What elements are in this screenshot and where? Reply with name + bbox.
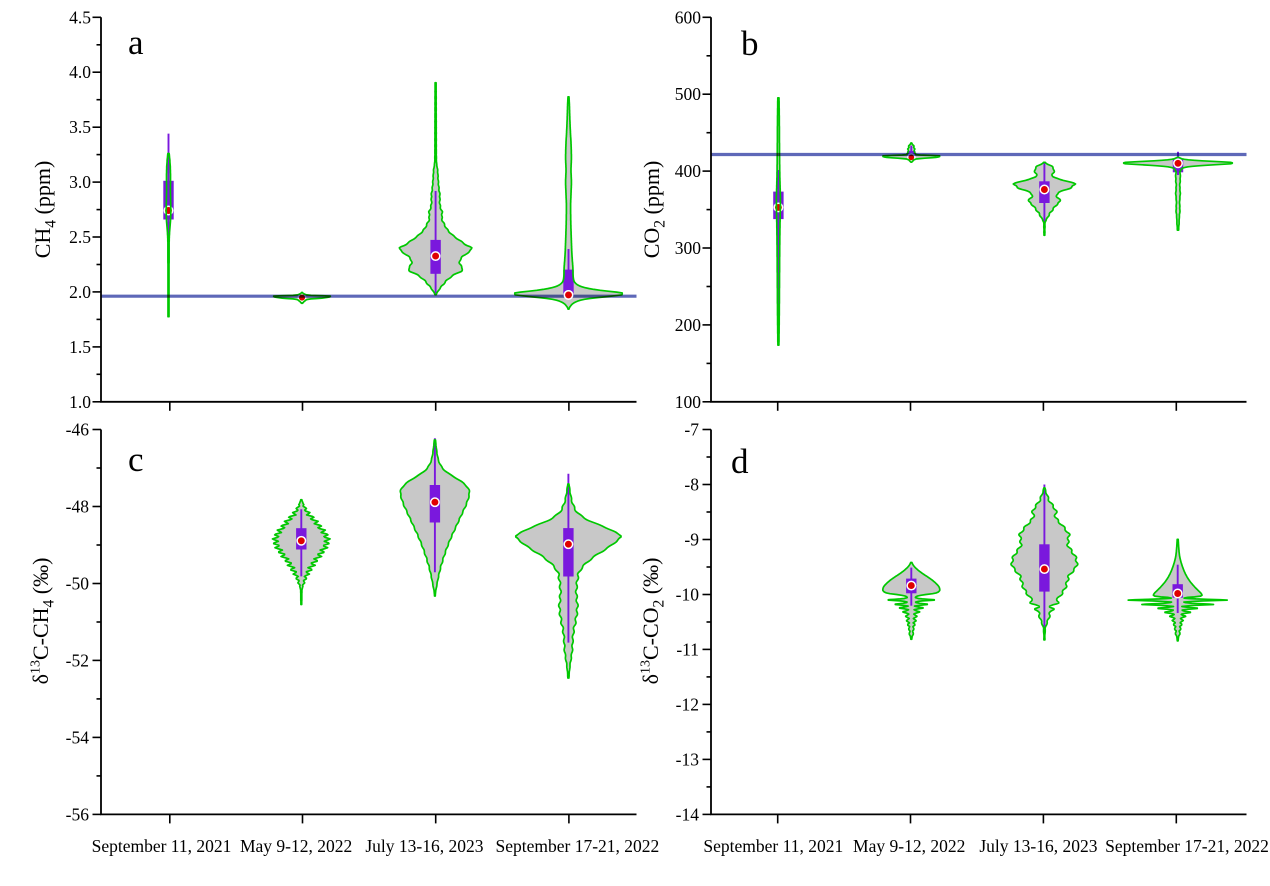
svg-text:2.0: 2.0 (69, 282, 91, 302)
svg-text:500: 500 (675, 84, 702, 104)
svg-text:600: 600 (675, 7, 702, 27)
svg-text:-10: -10 (676, 585, 700, 605)
svg-text:-11: -11 (676, 639, 699, 659)
svg-text:d: d (731, 442, 749, 481)
svg-text:200: 200 (675, 315, 702, 335)
svg-text:-46: -46 (66, 420, 90, 440)
svg-text:September 17-21, 2022: September 17-21, 2022 (496, 836, 660, 856)
svg-text:September 11, 2021: September 11, 2021 (703, 836, 843, 856)
svg-text:-8: -8 (684, 475, 699, 495)
svg-text:July 13-16, 2023: July 13-16, 2023 (365, 836, 483, 856)
svg-text:-54: -54 (66, 727, 90, 747)
svg-text:4.5: 4.5 (69, 7, 91, 27)
svg-text:-12: -12 (676, 694, 699, 714)
svg-text:September 17-21, 2022: September 17-21, 2022 (1105, 836, 1269, 856)
svg-text:-7: -7 (684, 420, 699, 440)
svg-text:δ13C-CH4 (‰): δ13C-CH4 (‰) (28, 558, 58, 685)
svg-text:July 13-16, 2023: July 13-16, 2023 (979, 836, 1097, 856)
svg-text:b: b (741, 24, 759, 63)
svg-text:3.5: 3.5 (69, 117, 91, 137)
svg-text:-50: -50 (66, 574, 90, 594)
svg-text:CO2 (ppm): CO2 (ppm) (639, 161, 669, 259)
svg-text:-14: -14 (676, 804, 700, 824)
svg-text:300: 300 (675, 238, 702, 258)
svg-text:May 9-12, 2022: May 9-12, 2022 (853, 836, 965, 856)
svg-text:3.0: 3.0 (69, 172, 91, 192)
svg-text:400: 400 (675, 161, 702, 181)
svg-text:-48: -48 (66, 497, 90, 517)
svg-text:May 9-12, 2022: May 9-12, 2022 (240, 836, 352, 856)
svg-text:CH4 (ppm): CH4 (ppm) (30, 161, 60, 259)
svg-text:c: c (128, 440, 144, 479)
svg-text:September 11, 2021: September 11, 2021 (92, 836, 232, 856)
svg-text:4.0: 4.0 (69, 62, 91, 82)
svg-text:-52: -52 (66, 650, 89, 670)
svg-text:δ13C-CO2 (‰): δ13C-CO2 (‰) (638, 558, 668, 685)
svg-text:1.5: 1.5 (69, 337, 91, 357)
svg-text:a: a (128, 23, 144, 62)
svg-text:-13: -13 (676, 749, 700, 769)
svg-text:100: 100 (675, 392, 702, 412)
svg-text:2.5: 2.5 (69, 227, 91, 247)
svg-text:1.0: 1.0 (69, 392, 91, 412)
svg-text:-56: -56 (66, 804, 90, 824)
svg-text:-9: -9 (684, 530, 699, 550)
